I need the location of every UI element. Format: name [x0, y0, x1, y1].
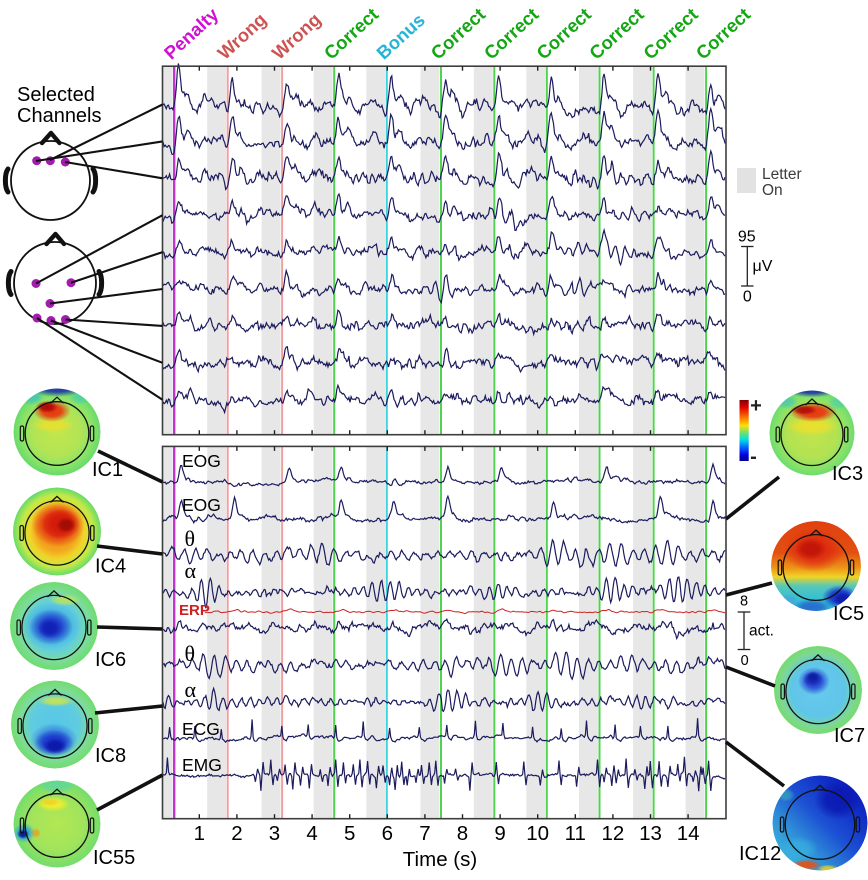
- svg-text:α: α: [185, 677, 197, 702]
- svg-text:4: 4: [306, 822, 317, 845]
- svg-text:IC8: IC8: [95, 745, 126, 767]
- svg-text:Correct: Correct: [585, 4, 648, 64]
- svg-text:ECG: ECG: [182, 719, 220, 739]
- svg-text:9: 9: [494, 822, 505, 845]
- svg-text:0: 0: [743, 289, 752, 306]
- svg-text:EOG: EOG: [182, 451, 221, 471]
- svg-text:Correct: Correct: [639, 4, 702, 64]
- svg-text:8: 8: [457, 822, 468, 845]
- svg-text:Letter: Letter: [762, 166, 802, 183]
- svg-text:θ: θ: [185, 641, 196, 666]
- svg-text:IC4: IC4: [95, 556, 126, 578]
- svg-text:IC6: IC6: [95, 649, 126, 671]
- svg-text:14: 14: [677, 822, 700, 845]
- svg-text:IC1: IC1: [92, 459, 123, 481]
- svg-text:Correct: Correct: [692, 4, 755, 64]
- svg-text:2: 2: [231, 822, 242, 845]
- svg-text:Correct: Correct: [532, 4, 595, 64]
- svg-text:On: On: [762, 182, 783, 199]
- svg-text:Selected: Selected: [17, 84, 95, 106]
- svg-text:6: 6: [382, 822, 393, 845]
- svg-text:12: 12: [601, 822, 624, 845]
- svg-text:μV: μV: [753, 258, 773, 275]
- svg-text:7: 7: [419, 822, 430, 845]
- svg-text:13: 13: [639, 822, 662, 845]
- svg-text:act.: act.: [749, 623, 774, 640]
- svg-text:EOG: EOG: [182, 495, 221, 515]
- svg-text:Time (s): Time (s): [403, 848, 477, 871]
- svg-text:IC7: IC7: [834, 725, 865, 747]
- svg-text:Wrong: Wrong: [213, 9, 270, 64]
- svg-text:+: +: [750, 395, 762, 417]
- svg-text:1: 1: [194, 822, 205, 845]
- svg-text:Wrong: Wrong: [268, 9, 325, 64]
- svg-text:α: α: [185, 558, 197, 583]
- svg-text:8: 8: [740, 594, 748, 610]
- svg-text:-: -: [750, 446, 757, 468]
- svg-text:Correct: Correct: [320, 4, 383, 64]
- svg-text:10: 10: [526, 822, 549, 845]
- svg-text:ERP: ERP: [179, 602, 210, 619]
- svg-text:EMG: EMG: [182, 755, 222, 775]
- svg-text:Penalty: Penalty: [160, 3, 223, 63]
- svg-text:5: 5: [344, 822, 355, 845]
- svg-text:IC5: IC5: [833, 603, 864, 625]
- svg-text:95: 95: [738, 229, 756, 246]
- svg-text:θ: θ: [185, 526, 196, 551]
- svg-text:Correct: Correct: [480, 4, 543, 64]
- svg-text:IC12: IC12: [739, 843, 781, 865]
- svg-text:3: 3: [269, 822, 280, 845]
- svg-text:11: 11: [565, 822, 586, 845]
- svg-text:Channels: Channels: [17, 105, 102, 127]
- svg-text:IC55: IC55: [93, 847, 135, 869]
- svg-text:Correct: Correct: [427, 4, 490, 64]
- svg-text:0: 0: [741, 653, 749, 669]
- svg-text:IC3: IC3: [832, 463, 863, 485]
